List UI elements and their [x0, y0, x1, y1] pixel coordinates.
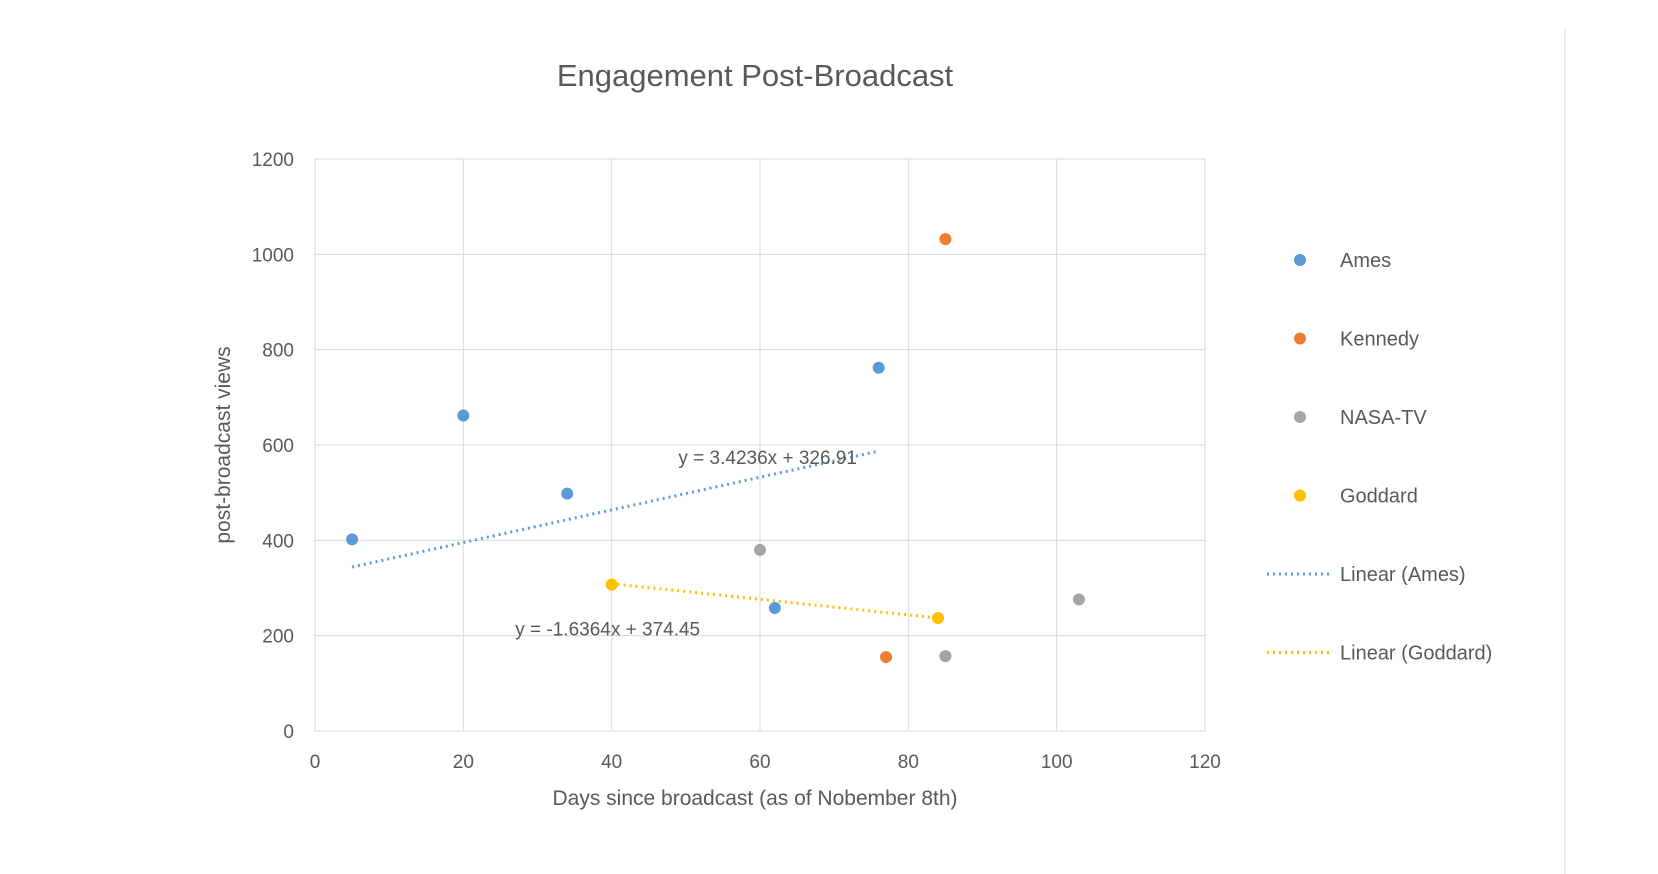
legend-marker [1294, 254, 1306, 266]
legend-marker [1294, 332, 1306, 345]
trendline-equation: y = 3.4236x + 326.91 [678, 448, 857, 469]
legend-label: NASA-TV [1340, 407, 1427, 429]
legend-marker [1294, 411, 1306, 423]
y-tick-label: 600 [262, 436, 294, 457]
x-tick-label: 0 [310, 752, 321, 773]
x-axis-label: Days since broadcast (as of Nobember 8th… [552, 787, 957, 810]
data-point [346, 533, 359, 546]
y-tick-label: 200 [262, 627, 294, 648]
x-tick-label: 60 [749, 752, 770, 773]
data-point [1072, 593, 1085, 606]
x-tick-label: 20 [453, 752, 474, 773]
x-tick-label: 80 [898, 752, 919, 773]
x-tick-label: 100 [1041, 752, 1073, 773]
legend-label: Goddard [1340, 486, 1418, 508]
trendlines [351, 449, 939, 620]
legend-label: Linear (Ames) [1340, 564, 1466, 586]
y-tick-label: 1200 [252, 150, 294, 171]
data-point [768, 602, 781, 615]
y-tick-label: 800 [262, 341, 294, 362]
data-point [457, 409, 470, 422]
legend-marker [1294, 489, 1306, 502]
data-points [346, 233, 1085, 664]
data-point [939, 233, 952, 246]
y-tick-label: 400 [262, 531, 294, 552]
y-axis-label: post-broadcast views [212, 346, 235, 543]
trendline-equation: y = -1.6364x + 374.45 [515, 620, 700, 641]
legend-label: Ames [1340, 250, 1391, 272]
data-point [939, 650, 952, 663]
trendline-equations: y = 3.4236x + 326.91 y = -1.6364x + 374.4… [515, 448, 857, 641]
x-tick-label: 120 [1189, 752, 1221, 773]
legend-label: Kennedy [1340, 329, 1419, 351]
data-point [561, 487, 574, 500]
trendline [611, 582, 939, 620]
data-point [605, 578, 618, 591]
legend: Ames Kennedy NASA-TV Goddard Linear (Ames) Li… [1267, 250, 1492, 665]
x-tick-label: 40 [601, 752, 622, 773]
data-point [872, 361, 885, 374]
data-point [932, 612, 944, 625]
gridlines [314, 158, 1206, 732]
y-tick-label: 1000 [252, 245, 294, 266]
y-tick-label: 0 [283, 722, 294, 743]
data-point [880, 651, 893, 664]
data-point [754, 543, 766, 556]
chart-title: Engagement Post-Broadcast [557, 58, 954, 93]
legend-label: Linear (Goddard) [1340, 643, 1492, 665]
